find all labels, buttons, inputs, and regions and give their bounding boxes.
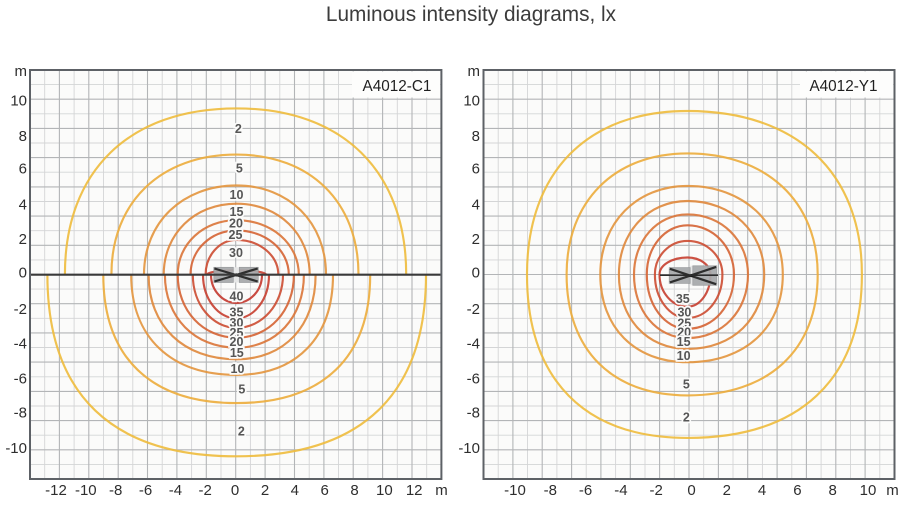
svg-text:8: 8 bbox=[350, 482, 358, 499]
svg-text:A4012-C1: A4012-C1 bbox=[363, 78, 432, 95]
svg-text:6: 6 bbox=[472, 161, 480, 178]
svg-text:0: 0 bbox=[19, 265, 27, 282]
svg-text:6: 6 bbox=[321, 482, 329, 499]
svg-text:15: 15 bbox=[677, 335, 691, 349]
svg-text:-2: -2 bbox=[650, 482, 663, 499]
svg-text:0: 0 bbox=[687, 482, 695, 499]
svg-text:8: 8 bbox=[829, 482, 837, 499]
svg-text:2: 2 bbox=[19, 231, 27, 248]
svg-text:-6: -6 bbox=[14, 370, 27, 387]
svg-text:10: 10 bbox=[231, 362, 245, 376]
svg-text:-2: -2 bbox=[199, 482, 212, 499]
svg-text:m: m bbox=[15, 63, 28, 80]
svg-text:5: 5 bbox=[238, 382, 245, 396]
svg-text:12: 12 bbox=[406, 482, 423, 499]
svg-text:A4012-Y1: A4012-Y1 bbox=[809, 78, 877, 95]
svg-text:-4: -4 bbox=[14, 336, 27, 353]
svg-text:-6: -6 bbox=[579, 482, 592, 499]
svg-text:4: 4 bbox=[19, 196, 27, 213]
svg-text:35: 35 bbox=[676, 292, 690, 306]
svg-text:-8: -8 bbox=[109, 482, 122, 499]
svg-text:10: 10 bbox=[463, 93, 480, 110]
svg-text:-6: -6 bbox=[139, 482, 152, 499]
svg-text:4: 4 bbox=[291, 482, 299, 499]
svg-text:10: 10 bbox=[376, 482, 393, 499]
svg-text:10: 10 bbox=[677, 349, 691, 363]
svg-text:m: m bbox=[435, 482, 448, 499]
svg-text:2: 2 bbox=[238, 425, 245, 439]
svg-text:10: 10 bbox=[230, 188, 244, 202]
svg-text:-10: -10 bbox=[504, 482, 526, 499]
svg-text:30: 30 bbox=[677, 306, 691, 320]
svg-text:15: 15 bbox=[230, 346, 244, 360]
svg-text:-12: -12 bbox=[45, 482, 67, 499]
svg-text:-2: -2 bbox=[14, 301, 27, 318]
svg-text:-4: -4 bbox=[614, 482, 627, 499]
svg-text:20: 20 bbox=[677, 325, 691, 339]
svg-text:2: 2 bbox=[472, 231, 480, 248]
svg-text:-10: -10 bbox=[75, 482, 97, 499]
svg-text:2: 2 bbox=[235, 122, 242, 136]
svg-text:-8: -8 bbox=[14, 404, 27, 421]
svg-text:-6: -6 bbox=[467, 370, 480, 387]
svg-text:30: 30 bbox=[230, 316, 244, 330]
svg-text:Luminous intensity diagrams, l: Luminous intensity diagrams, lx bbox=[326, 3, 617, 26]
svg-text:-2: -2 bbox=[467, 301, 480, 318]
svg-text:10: 10 bbox=[10, 93, 27, 110]
svg-text:25: 25 bbox=[677, 316, 691, 330]
svg-text:35: 35 bbox=[230, 305, 244, 319]
svg-text:m: m bbox=[886, 482, 899, 499]
svg-text:-4: -4 bbox=[169, 482, 182, 499]
svg-text:m: m bbox=[468, 63, 481, 80]
svg-text:6: 6 bbox=[793, 482, 801, 499]
svg-text:10: 10 bbox=[860, 482, 877, 499]
svg-text:2: 2 bbox=[723, 482, 731, 499]
svg-text:4: 4 bbox=[472, 196, 480, 213]
svg-text:-10: -10 bbox=[5, 440, 27, 457]
svg-text:20: 20 bbox=[230, 335, 244, 349]
svg-text:0: 0 bbox=[231, 482, 239, 499]
svg-text:-8: -8 bbox=[544, 482, 557, 499]
svg-text:5: 5 bbox=[683, 377, 690, 391]
svg-text:0: 0 bbox=[472, 265, 480, 282]
svg-text:15: 15 bbox=[230, 205, 244, 219]
svg-text:8: 8 bbox=[19, 128, 27, 145]
svg-text:20: 20 bbox=[229, 216, 243, 230]
svg-text:8: 8 bbox=[472, 128, 480, 145]
svg-text:40: 40 bbox=[230, 289, 244, 303]
svg-text:-4: -4 bbox=[467, 336, 480, 353]
svg-text:25: 25 bbox=[229, 228, 243, 242]
svg-text:5: 5 bbox=[236, 161, 243, 175]
svg-text:25: 25 bbox=[230, 326, 244, 340]
svg-text:-8: -8 bbox=[467, 404, 480, 421]
svg-text:2: 2 bbox=[261, 482, 269, 499]
svg-text:6: 6 bbox=[19, 161, 27, 178]
svg-text:30: 30 bbox=[229, 246, 243, 260]
svg-text:2: 2 bbox=[683, 411, 690, 425]
svg-text:-10: -10 bbox=[458, 440, 480, 457]
svg-text:4: 4 bbox=[758, 482, 766, 499]
